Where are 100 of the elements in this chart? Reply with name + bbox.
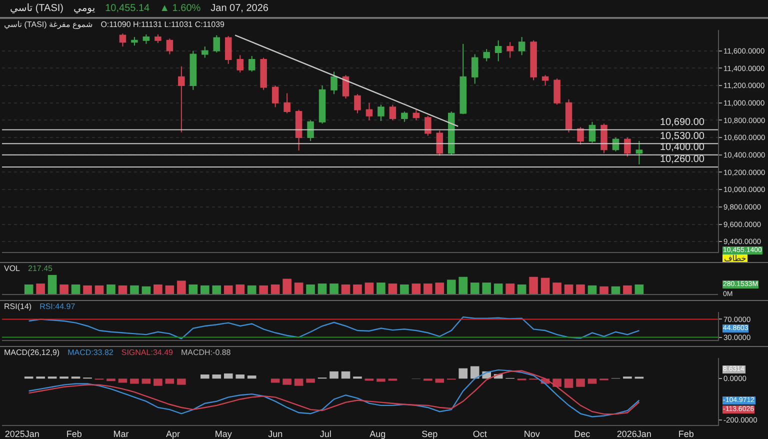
- candlestick: [448, 111, 455, 156]
- candlestick: [436, 130, 444, 156]
- bar: [165, 378, 174, 384]
- bar: [388, 284, 398, 294]
- text: MACD:33.82: [68, 348, 114, 357]
- candlestick: [577, 126, 584, 145]
- bar: [470, 282, 480, 294]
- candlestick: [366, 102, 373, 121]
- series-label: RSI:44.97: [40, 302, 76, 311]
- bar: [529, 276, 538, 294]
- bar: [330, 371, 338, 379]
- bar: [188, 284, 198, 294]
- x-tick-label: Dec: [574, 428, 591, 439]
- bar: [540, 278, 550, 294]
- bar: [517, 284, 526, 294]
- x-tick-label: Jun: [268, 428, 283, 439]
- bar: [118, 285, 128, 294]
- bar: [224, 285, 233, 294]
- bar: [212, 285, 222, 294]
- candlestick: [530, 40, 537, 81]
- candlestick: [636, 140, 643, 165]
- bar: [576, 378, 585, 387]
- bar: [236, 284, 245, 294]
- bar: [130, 285, 139, 294]
- x-tick-label: Oct: [472, 428, 488, 439]
- text: 10,455.14: [105, 2, 150, 16]
- chart-title: تاسي (TASI): [10, 2, 64, 16]
- bar: [564, 378, 574, 388]
- candlestick: [542, 74, 549, 86]
- candlestick: [318, 85, 326, 124]
- x-tick-label: Jul: [320, 428, 332, 439]
- bar: [482, 282, 491, 294]
- bar: [470, 366, 480, 379]
- bar: [552, 282, 562, 294]
- bar: [341, 284, 350, 294]
- x-tick-label: Nov: [524, 428, 540, 439]
- candlestick: [483, 48, 490, 62]
- candlestick: [389, 104, 396, 121]
- bar: [259, 285, 268, 294]
- candlestick: [236, 54, 244, 73]
- bar: [165, 285, 174, 294]
- bar: [564, 284, 574, 294]
- candlestick: [565, 98, 572, 133]
- bar: [200, 374, 210, 379]
- bar: [247, 285, 256, 294]
- bar: [376, 282, 386, 294]
- text: خطاف: [724, 254, 746, 263]
- x-tick-label: Sep: [422, 428, 438, 439]
- candlestick: [342, 74, 350, 100]
- bar: [600, 286, 608, 294]
- bar: [94, 285, 104, 294]
- bar: [634, 284, 644, 294]
- x-tick-label: Apr: [166, 428, 180, 439]
- candlestick: [471, 54, 478, 84]
- bar: [424, 284, 432, 294]
- text: ▲ 1.60%: [160, 2, 201, 16]
- bar: [588, 285, 597, 294]
- candlestick: [272, 85, 279, 108]
- ref-line-label: 10,690.00: [660, 117, 705, 128]
- bar: [458, 276, 468, 294]
- candlestick: [424, 115, 432, 136]
- bar: [623, 285, 632, 294]
- bar: [83, 285, 92, 294]
- text: Jan 07, 2026: [210, 2, 268, 16]
- bar: [106, 284, 116, 294]
- bar: [282, 378, 292, 385]
- candlestick: [131, 36, 138, 46]
- bar: [48, 274, 57, 294]
- bar: [106, 378, 116, 382]
- bar: [24, 284, 34, 294]
- x-tick-label: May: [214, 428, 232, 439]
- text: O:11090 H:11131 L:11031 C:11039: [100, 20, 225, 29]
- bar: [270, 284, 280, 294]
- candlestick: [295, 109, 302, 152]
- bar: [282, 278, 292, 294]
- candlestick: [284, 92, 290, 114]
- bar: [552, 378, 562, 387]
- x-tick-label: 2025Jan: [4, 428, 40, 439]
- candlestick: [494, 40, 502, 62]
- bar: [142, 286, 151, 294]
- x-tick-label: Feb: [678, 428, 694, 439]
- candlestick: [330, 71, 338, 95]
- chart-subtitle: يومي: [73, 2, 96, 16]
- candlestick: [307, 120, 314, 142]
- candlestick: [260, 57, 267, 90]
- candlestick: [248, 56, 256, 72]
- bar: [400, 284, 409, 294]
- candlestick: [166, 38, 174, 55]
- bar: [118, 378, 128, 383]
- bar: [588, 378, 597, 384]
- candlestick: [213, 34, 220, 54]
- bar: [236, 374, 245, 379]
- candlestick: [378, 104, 384, 122]
- bar: [435, 282, 444, 294]
- bar: [36, 284, 45, 294]
- x-tick-label: 2026Jan: [616, 428, 652, 439]
- bar: [458, 368, 468, 379]
- line-series: [28, 316, 640, 340]
- bar: [446, 280, 456, 294]
- candlestick: [554, 78, 560, 106]
